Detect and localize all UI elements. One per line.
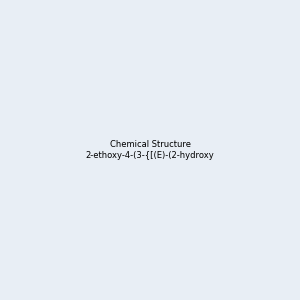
Text: Chemical Structure
2-ethoxy-4-(3-{[(E)-(2-hydroxy: Chemical Structure 2-ethoxy-4-(3-{[(E)-(…	[85, 140, 214, 160]
